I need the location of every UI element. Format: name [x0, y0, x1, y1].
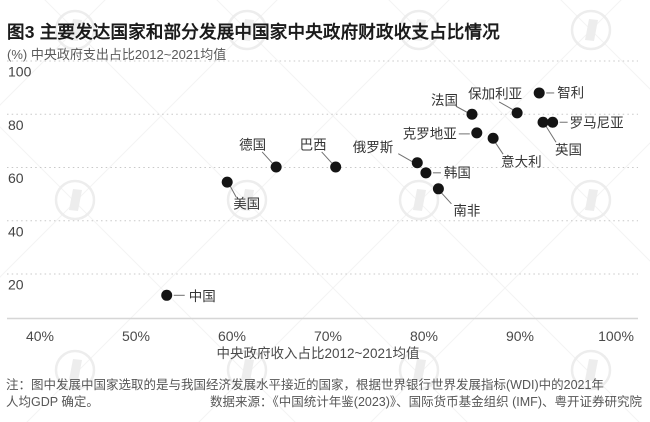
country-label: 中国 — [189, 289, 216, 304]
watermark-circle — [226, 179, 268, 221]
data-point — [420, 167, 432, 179]
y-tick-label: 20 — [8, 277, 24, 293]
y-tick-label: 80 — [8, 117, 24, 133]
watermark-circle — [226, 349, 268, 391]
data-point — [330, 161, 342, 173]
x-tick-label: 50% — [122, 328, 150, 344]
country-label: 美国 — [233, 197, 260, 212]
country-label: 韩国 — [444, 165, 471, 180]
label-connector — [498, 101, 516, 112]
x-tick-label: 70% — [314, 328, 342, 344]
watermark-diagonal-line — [370, 142, 650, 422]
data-point — [537, 116, 549, 128]
watermark-circle — [226, 9, 268, 51]
country-label: 克罗地亚 — [403, 126, 457, 141]
country-label: 南非 — [453, 203, 480, 218]
watermark-circle — [570, 349, 612, 391]
label-connector — [494, 141, 504, 155]
watermark-leaf-icon — [585, 359, 598, 381]
watermark-leaf-icon — [69, 359, 82, 381]
data-point — [270, 161, 282, 173]
watermark-leaf-icon — [241, 359, 254, 381]
watermark-circle — [54, 9, 96, 51]
country-label: 法国 — [431, 93, 458, 108]
label-connector — [455, 105, 468, 113]
country-label: 保加利亚 — [468, 86, 522, 101]
country-label: 俄罗斯 — [353, 140, 394, 155]
footnote-line1: 注：图中发展中国家选取的是与我国经济发展水平接近的国家，根据世界银行世界发展指标… — [6, 378, 604, 392]
watermark-leaf-icon — [69, 189, 82, 211]
x-tick-label: 90% — [506, 328, 534, 344]
data-point — [511, 107, 523, 119]
data-point — [471, 127, 483, 139]
country-label: 德国 — [239, 137, 266, 152]
watermark-circle — [54, 179, 96, 221]
watermark-leaf-icon — [241, 19, 254, 41]
country-label: 意大利 — [501, 154, 542, 170]
x-tick-label: 60% — [218, 328, 246, 344]
watermark-diagonal-line — [0, 126, 296, 422]
data-point — [533, 87, 545, 99]
watermark-circle — [54, 349, 96, 391]
data-point — [221, 176, 233, 188]
country-label: 巴西 — [300, 137, 327, 152]
label-connector — [441, 192, 452, 205]
chart-title: 图3 主要发达国家和部分发展中国家中央政府财政收支占比情况 — [7, 22, 500, 42]
label-connector — [321, 151, 333, 164]
data-point — [411, 157, 423, 169]
watermark-leaf-icon — [413, 19, 426, 41]
y-tick-label: 100 — [8, 64, 32, 80]
watermark-leaf-icon — [413, 189, 426, 211]
data-source: 数据来源：《中国统计年鉴(2023)》、国际货币基金组织 (IMF)、粤开证券研… — [210, 395, 642, 409]
data-point — [547, 116, 559, 128]
data-point — [432, 183, 444, 195]
country-label: 智利 — [557, 85, 584, 100]
data-point — [466, 108, 478, 120]
country-label: 罗马尼亚 — [570, 116, 624, 131]
watermark-circle — [570, 179, 612, 221]
y-tick-label: 40 — [8, 223, 24, 239]
watermark-circle — [398, 9, 440, 51]
watermark-leaf-icon — [585, 189, 598, 211]
watermark-circle — [398, 349, 440, 391]
data-point — [487, 132, 499, 144]
country-label: 英国 — [555, 142, 582, 158]
footnote-line2: 人均GDP 确定。 — [6, 395, 99, 409]
y-axis-unit-label: (%) 中央政府支出占比2012~2021均值 — [7, 47, 227, 62]
watermark-circle — [570, 9, 612, 51]
watermark-leaf-icon — [69, 19, 82, 41]
x-tick-label: 40% — [26, 328, 54, 344]
watermark-leaf-icon — [241, 189, 254, 211]
label-connector — [545, 125, 557, 143]
label-connector — [261, 151, 273, 164]
label-connector — [398, 153, 413, 163]
x-tick-label: 80% — [410, 328, 438, 344]
label-connector — [229, 185, 237, 198]
watermark-leaf-icon — [585, 19, 598, 41]
x-axis-title: 中央政府收入占比2012~2021均值 — [217, 346, 420, 361]
watermark-leaf-icon — [413, 359, 426, 381]
x-tick-label: 100% — [598, 328, 634, 344]
y-tick-label: 60 — [8, 170, 24, 186]
watermark-circle — [398, 179, 440, 221]
data-point — [161, 289, 173, 301]
